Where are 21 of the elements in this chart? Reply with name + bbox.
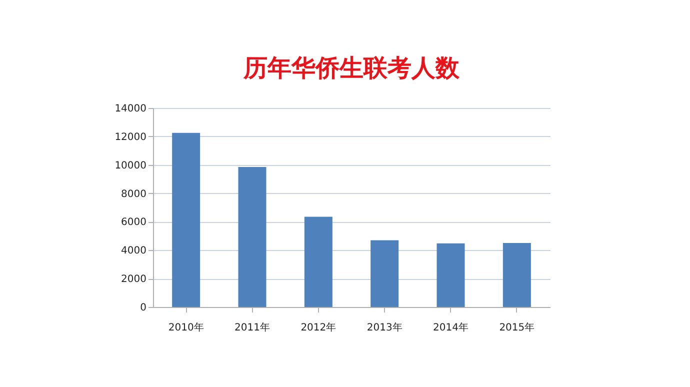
bar xyxy=(238,166,266,307)
bar xyxy=(436,243,465,307)
y-tick-label: 8000 xyxy=(121,188,146,200)
y-tick-label: 14000 xyxy=(114,104,146,114)
chart-title: 历年华侨生联考人数 xyxy=(242,54,460,82)
x-tick-label: 2014年 xyxy=(433,322,468,334)
x-tick-label: 2012年 xyxy=(300,322,336,334)
bar xyxy=(370,240,399,307)
bar xyxy=(502,243,531,307)
bar xyxy=(172,132,200,307)
bar xyxy=(304,216,332,307)
y-tick-label: 12000 xyxy=(114,132,146,143)
x-tick-label: 2015年 xyxy=(499,322,535,334)
x-tick-label: 2013年 xyxy=(366,322,402,334)
x-tick-label: 2011年 xyxy=(234,322,270,334)
y-tick-label: 4000 xyxy=(121,246,146,257)
y-tick-label: 0 xyxy=(140,302,146,314)
y-tick-label: 2000 xyxy=(121,274,146,286)
y-tick-label: 6000 xyxy=(121,217,146,228)
y-tick-label: 10000 xyxy=(114,160,146,172)
x-tick-label: 2010年 xyxy=(168,322,204,334)
